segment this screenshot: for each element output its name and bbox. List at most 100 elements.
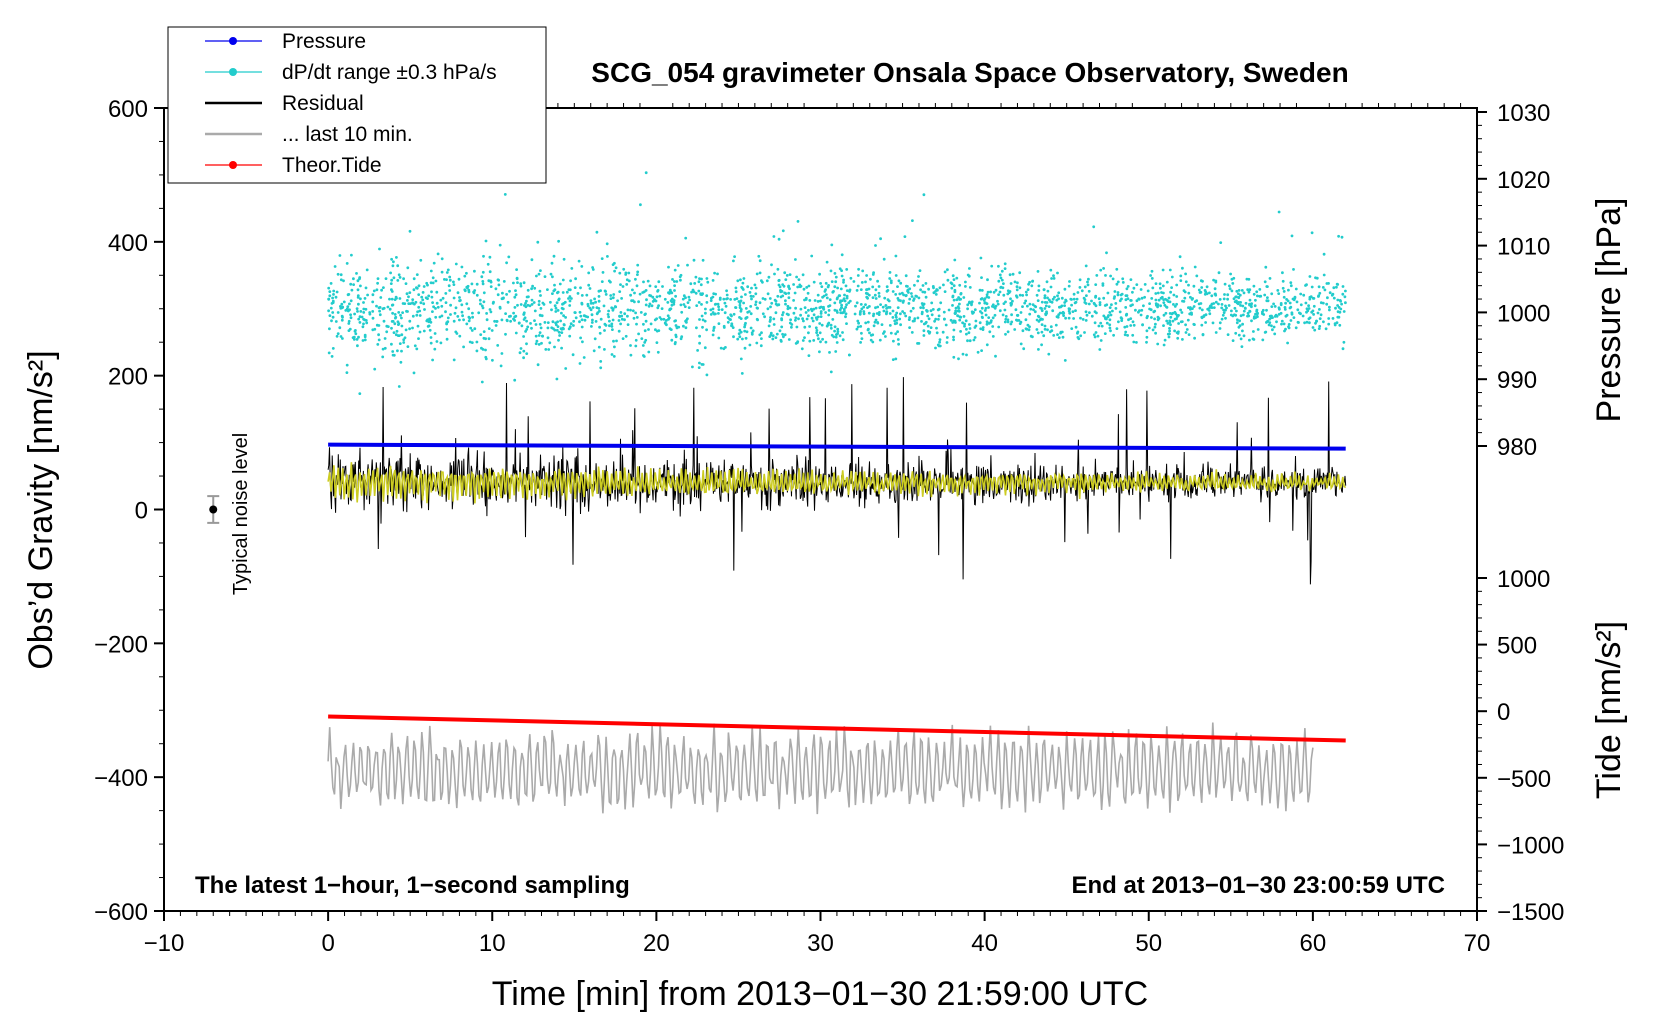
- dpdt-point: [1270, 324, 1273, 328]
- dpdt-point: [1031, 335, 1034, 339]
- dpdt-point: [781, 313, 784, 317]
- dpdt-point: [440, 257, 444, 261]
- dpdt-point: [861, 269, 865, 273]
- dpdt-point: [467, 290, 471, 294]
- dpdt-point: [761, 280, 764, 284]
- dpdt-point: [1131, 290, 1134, 294]
- dpdt-point: [634, 311, 637, 315]
- dpdt-point: [744, 317, 748, 320]
- dpdt-point: [578, 320, 581, 324]
- dpdt-point: [877, 313, 881, 316]
- dpdt-point: [1296, 308, 1300, 312]
- dpdt-point: [556, 320, 559, 324]
- dpdt-point: [801, 339, 805, 342]
- dpdt-point: [965, 332, 968, 336]
- dpdt-point: [497, 283, 501, 287]
- dpdt-point: [789, 318, 792, 322]
- dpdt-point: [613, 269, 616, 273]
- dpdt-point: [1062, 314, 1065, 317]
- dpdt-point: [817, 337, 820, 341]
- dpdt-point: [371, 310, 375, 313]
- dpdt-point: [918, 269, 922, 272]
- dpdt-point: [589, 308, 593, 312]
- dpdt-point: [385, 324, 389, 328]
- dpdt-point: [748, 291, 752, 294]
- dpdt-point: [463, 274, 467, 278]
- dpdt-point: [922, 334, 926, 337]
- dpdt-point: [799, 313, 802, 317]
- dpdt-point: [792, 283, 795, 286]
- dpdt-point: [445, 337, 449, 341]
- dpdt-point: [1099, 321, 1103, 325]
- dpdt-point: [561, 291, 565, 294]
- dpdt-point: [853, 312, 857, 316]
- dpdt-point: [589, 301, 593, 305]
- dpdt-point: [335, 334, 339, 338]
- dpdt-point: [801, 273, 805, 277]
- dpdt-point: [513, 306, 517, 309]
- dpdt-point: [737, 300, 741, 303]
- dpdt-point: [877, 295, 881, 298]
- dpdt-point: [974, 319, 978, 323]
- dpdt-point: [819, 340, 822, 344]
- dpdt-point: [487, 327, 491, 330]
- dpdt-point: [526, 288, 530, 292]
- dpdt-point: [1125, 287, 1129, 291]
- dpdt-point: [345, 262, 349, 265]
- dpdt-point: [1338, 310, 1342, 314]
- dpdt-point: [1042, 334, 1046, 338]
- dpdt-point: [1095, 274, 1099, 277]
- y-axis-tide-title: Tide [nm/s²]: [1590, 621, 1628, 799]
- dpdt-point: [884, 335, 887, 338]
- dpdt-point: [1308, 297, 1312, 301]
- dpdt-point: [390, 326, 393, 330]
- dpdt-point: [758, 333, 762, 337]
- dpdt-point: [1052, 274, 1055, 278]
- dpdt-point: [643, 313, 647, 316]
- dpdt-point: [963, 324, 966, 328]
- pressure-series: [328, 442, 1346, 451]
- dpdt-point: [701, 318, 705, 322]
- dpdt-point: [424, 296, 428, 300]
- dpdt-point: [1023, 301, 1027, 305]
- dpdt-point: [756, 318, 759, 322]
- dpdt-point: [831, 290, 835, 294]
- dpdt-point: [934, 317, 938, 321]
- dpdt-point: [546, 321, 550, 324]
- dpdt-point: [993, 313, 997, 317]
- dpdt-point: [482, 254, 485, 258]
- dpdt-point: [1143, 283, 1147, 286]
- dpdt-point: [1108, 326, 1112, 330]
- dpdt-point: [432, 261, 436, 265]
- dpdt-point: [550, 261, 554, 265]
- dpdt-point: [1290, 312, 1294, 316]
- dpdt-point: [1230, 309, 1233, 313]
- dpdt-point: [772, 317, 776, 321]
- dpdt-point: [364, 319, 368, 322]
- dpdt-point: [824, 293, 828, 296]
- dpdt-point: [599, 360, 603, 363]
- dpdt-point: [1056, 294, 1059, 298]
- dpdt-point: [1193, 323, 1196, 326]
- dpdt-point: [519, 282, 523, 286]
- dpdt-point: [1086, 280, 1089, 284]
- dpdt-point: [519, 303, 523, 306]
- dpdt-point: [1249, 304, 1253, 307]
- dpdt-point: [679, 303, 683, 307]
- dpdt-point: [378, 306, 382, 309]
- dpdt-point: [769, 333, 773, 337]
- tide-series: [328, 714, 1346, 743]
- dpdt-point: [610, 322, 614, 326]
- dpdt-point: [1026, 323, 1030, 327]
- dpdt-point: [571, 353, 575, 357]
- dpdt-point: [684, 236, 688, 240]
- dpdt-point: [722, 297, 726, 301]
- dpdt-point: [768, 297, 772, 300]
- dpdt-point: [981, 328, 985, 331]
- dpdt-point: [1015, 295, 1019, 299]
- dpdt-point: [676, 264, 680, 267]
- dpdt-point: [1046, 328, 1049, 332]
- dpdt-point: [1074, 309, 1077, 312]
- dpdt-point: [1295, 300, 1299, 304]
- dpdt-point: [945, 341, 949, 344]
